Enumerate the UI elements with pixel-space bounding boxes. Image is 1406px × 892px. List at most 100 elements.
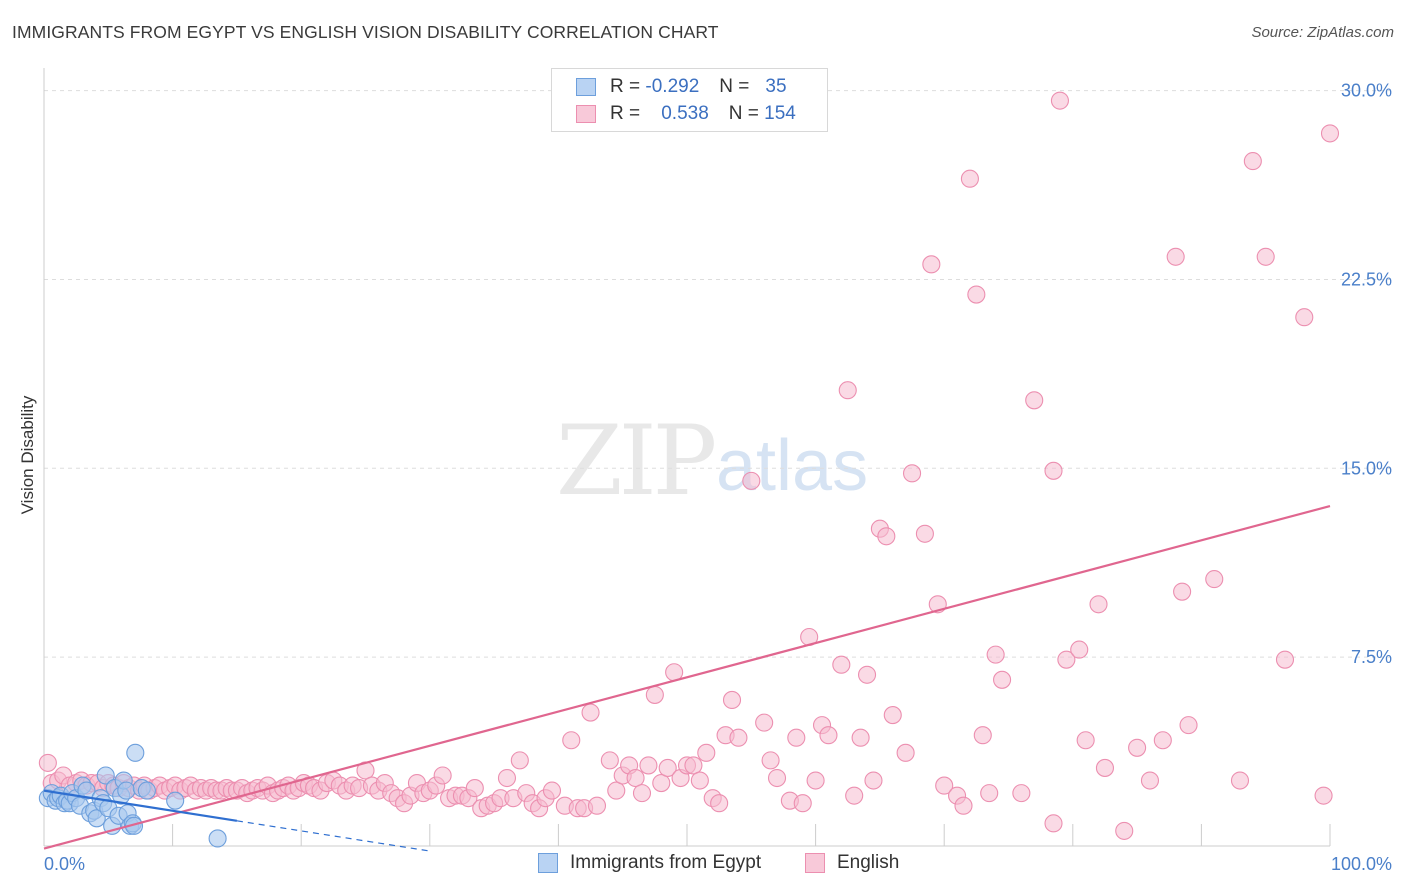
egypt-point — [166, 791, 185, 810]
english-point — [697, 743, 716, 762]
english-point — [793, 794, 812, 813]
english-point — [710, 794, 729, 813]
english-point — [1050, 91, 1069, 110]
english-point — [761, 751, 780, 770]
egypt-points — [38, 743, 227, 848]
english-point — [1179, 716, 1198, 735]
english-point — [632, 784, 652, 803]
egypt-point — [87, 809, 106, 828]
y-tick-label: 7.5% — [1351, 647, 1392, 667]
watermark-atlas: atlas — [716, 426, 869, 506]
english-point — [922, 255, 941, 274]
y-tick-label: 15.0% — [1341, 458, 1392, 478]
english-point — [497, 768, 517, 788]
series-legend: Immigrants from Egypt English — [0, 852, 1406, 878]
english-trend-line — [43, 505, 1331, 850]
english-point — [607, 781, 626, 800]
english-point — [967, 285, 986, 304]
tick-labels: 7.5% 15.0% 22.5% 30.0% 0.0% 100.0% — [44, 81, 1392, 874]
legend-n-value-egypt: 35 — [765, 76, 787, 97]
english-point — [960, 169, 979, 188]
english-point — [954, 796, 973, 815]
y-tick-label: 22.5% — [1341, 269, 1392, 289]
x-tick-label: 0.0% — [44, 854, 85, 874]
english-point — [1140, 771, 1160, 790]
english-point — [1128, 738, 1147, 757]
chart-title: IMMIGRANTS FROM EGYPT VS ENGLISH VISION … — [12, 22, 719, 42]
legend-swatch-english — [805, 853, 825, 873]
legend-n-label: N = — [728, 103, 759, 124]
english-point — [883, 706, 902, 725]
egypt-point — [96, 766, 115, 785]
legend-swatch-egypt — [538, 853, 558, 873]
english-point — [1243, 152, 1262, 171]
english-point — [845, 786, 864, 805]
legend-row-egypt: R = -0.292 N = 35 — [576, 74, 787, 100]
english-point — [1076, 731, 1095, 750]
english-point — [684, 756, 703, 775]
english-point — [980, 784, 999, 803]
legend-label-english: English — [837, 852, 900, 873]
english-point — [1256, 247, 1275, 266]
english-point — [1314, 786, 1333, 805]
english-point — [465, 779, 484, 798]
english-point — [38, 753, 57, 772]
english-point — [433, 766, 452, 785]
english-point — [1275, 650, 1295, 669]
english-point — [864, 771, 883, 790]
english-point — [626, 768, 645, 788]
y-tick-label: 30.0% — [1341, 81, 1392, 101]
english-point — [652, 773, 671, 793]
english-point — [742, 471, 761, 490]
english-point — [851, 728, 870, 747]
english-point — [639, 756, 658, 775]
egypt-point — [117, 781, 136, 800]
english-point — [658, 758, 677, 777]
legend-item-english[interactable]: English — [805, 852, 899, 874]
english-point — [1070, 640, 1089, 659]
english-point — [587, 796, 607, 815]
english-point — [645, 685, 664, 704]
english-point — [767, 768, 787, 788]
legend-swatch-english — [576, 105, 596, 123]
english-point — [1012, 784, 1031, 803]
egypt-point — [208, 829, 227, 848]
english-point — [902, 464, 922, 483]
english-point — [993, 670, 1012, 689]
correlation-legend: R = -0.292 N = 35 R = 0.538 N = 154 — [551, 68, 828, 132]
english-point — [1295, 308, 1314, 327]
english-point — [581, 703, 600, 722]
egypt-point — [126, 743, 145, 762]
english-point — [819, 726, 838, 745]
legend-row-english: R = 0.538 N = 154 — [576, 101, 796, 127]
legend-n-value-english: 154 — [764, 103, 796, 124]
english-point — [1173, 582, 1192, 601]
english-point — [1115, 821, 1134, 840]
english-point — [806, 771, 825, 790]
legend-r-label: R = — [610, 76, 641, 97]
english-point — [1089, 595, 1108, 614]
english-points — [38, 91, 1340, 840]
axes — [43, 68, 1331, 847]
egypt-point — [137, 781, 156, 800]
english-point — [1057, 650, 1076, 669]
english-point — [755, 713, 774, 732]
egypt-point — [77, 781, 96, 800]
english-point — [1044, 461, 1063, 480]
english-point — [832, 655, 851, 674]
english-point — [935, 776, 954, 795]
legend-item-egypt[interactable]: Immigrants from Egypt — [538, 852, 761, 874]
x-tick-label: 100.0% — [1331, 854, 1392, 874]
english-point — [1095, 758, 1114, 777]
english-point — [600, 751, 619, 770]
legend-n-label: N = — [719, 76, 750, 97]
trend-lines — [43, 505, 1331, 852]
egypt-trend-line — [43, 789, 238, 822]
english-point — [1166, 247, 1185, 266]
legend-r-value-english: 0.538 — [661, 103, 709, 124]
legend-label-egypt: Immigrants from Egypt — [570, 852, 762, 873]
english-point — [729, 728, 748, 747]
english-point — [1025, 391, 1044, 410]
egypt-trend-extension — [236, 820, 430, 852]
